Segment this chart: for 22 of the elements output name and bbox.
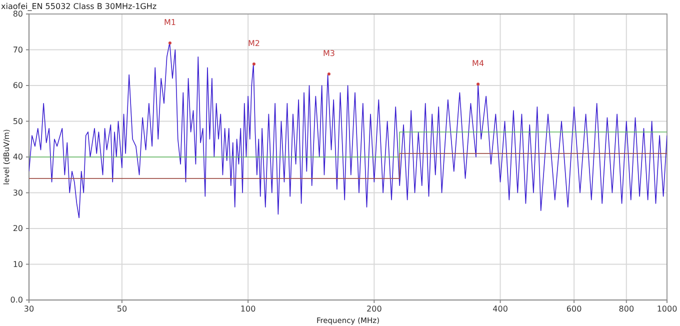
y-tick-label: 50 bbox=[12, 116, 23, 126]
y-tick-label: 20 bbox=[12, 224, 23, 234]
chart-title: xiaofei_EN 55032 Class B 30MHz-1GHz bbox=[1, 2, 157, 11]
annotation: M4 bbox=[472, 59, 484, 68]
x-tick-label: 800 bbox=[618, 304, 634, 314]
x-tick-label: 400 bbox=[492, 304, 508, 314]
x-tick-label: 30 bbox=[24, 304, 34, 314]
annotation: M3 bbox=[322, 49, 335, 58]
y-tick-label: 70 bbox=[12, 45, 23, 54]
x-tick-label: 1000 bbox=[656, 304, 678, 314]
x-tick-label: 200 bbox=[366, 304, 382, 314]
x-tick-label: 600 bbox=[566, 304, 582, 314]
y-tick-label: 60 bbox=[12, 81, 23, 90]
y-tick-label: 80 bbox=[12, 10, 23, 19]
y-tick-label: 10 bbox=[12, 260, 23, 269]
y-tick-label: 40 bbox=[12, 152, 23, 162]
x-tick-label: 50 bbox=[116, 304, 128, 314]
annotation: M2 bbox=[248, 39, 260, 48]
y-tick-label: 0.0 bbox=[10, 296, 23, 305]
y-tick-label: 30 bbox=[12, 188, 23, 198]
annotation: M1 bbox=[164, 18, 176, 27]
x-tick-label: 100 bbox=[240, 304, 256, 314]
